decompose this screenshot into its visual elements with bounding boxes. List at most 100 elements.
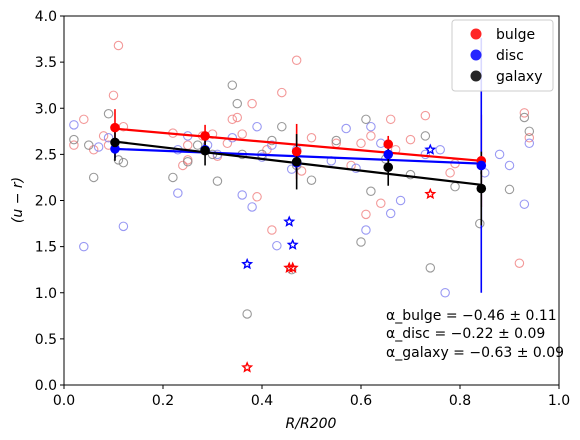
scatter-point-bulge xyxy=(306,133,317,143)
y-tick-label: 0.5 xyxy=(35,332,57,348)
outlier-star-disc xyxy=(424,143,437,155)
scatter-point-bulge xyxy=(366,131,376,141)
y-tick-label: 2.5 xyxy=(35,147,57,163)
scatter-point-disc xyxy=(247,202,257,212)
y-axis-label: (u − r) xyxy=(10,177,26,223)
scatter-point-bulge xyxy=(262,145,272,155)
scatter-point-bulge xyxy=(69,140,79,150)
annotation: α_bulge = −0.46 ± 0.11 α_disc = −0.22 ± … xyxy=(386,308,564,361)
outlier-star-bulge xyxy=(283,261,296,273)
y-tick-label: 4.0 xyxy=(35,9,57,25)
scatter-point-disc xyxy=(341,123,351,134)
scatter-point-galaxy xyxy=(103,109,114,119)
scatter-point-galaxy xyxy=(519,112,530,123)
scatter-point-bulge xyxy=(183,155,193,165)
scatter-point-disc xyxy=(504,160,515,171)
y-tick-label: 3.0 xyxy=(35,101,57,117)
scatter-point-galaxy xyxy=(267,135,277,146)
scatter-point-disc xyxy=(79,241,89,252)
scatter-point-disc xyxy=(494,149,505,160)
scatter-point-disc xyxy=(395,195,406,206)
scatter-point-galaxy xyxy=(227,80,238,90)
scatter-point-bulge xyxy=(113,40,124,51)
x-tick-label: 0.4 xyxy=(251,393,273,409)
scatter-point-bulge xyxy=(420,110,431,121)
scatter-point-disc xyxy=(252,121,262,132)
scatter-point-bulge xyxy=(445,168,455,178)
scatter-point-galaxy xyxy=(366,186,376,197)
y-tick-label: 0.0 xyxy=(35,378,57,394)
legend-label-galaxy: galaxy xyxy=(496,69,543,85)
scatter-point-galaxy xyxy=(405,169,416,180)
scatter-point-galaxy xyxy=(524,126,535,137)
scatter-point-bulge xyxy=(277,87,287,98)
scatter-point-galaxy xyxy=(475,218,485,229)
scatter-point-bulge xyxy=(356,138,366,149)
scatter-point-disc xyxy=(351,163,361,173)
binned-point-bulge xyxy=(383,139,394,150)
outlier-star-disc xyxy=(241,257,254,270)
x-tick-label: 0.6 xyxy=(350,393,372,409)
scatter-point-disc xyxy=(361,225,371,235)
scatter-point-galaxy xyxy=(88,172,99,183)
scatter-point-galaxy xyxy=(331,135,341,146)
outlier-star-disc xyxy=(283,215,296,227)
scatter-point-bulge xyxy=(237,129,247,139)
scatter-point-disc xyxy=(440,287,450,298)
binned-point-galaxy xyxy=(110,137,120,148)
scatter-point-disc xyxy=(257,152,267,162)
y-tick-label: 2.0 xyxy=(35,194,57,210)
scatter-point-galaxy xyxy=(361,114,371,125)
scatter-point-bulge xyxy=(227,114,238,125)
outlier-stars-layer xyxy=(241,143,437,373)
legend-marker-disc xyxy=(470,49,482,61)
binned-point-galaxy xyxy=(291,156,302,167)
y-tick-label: 1.5 xyxy=(35,240,57,256)
scatter-point-bulge xyxy=(385,114,396,125)
scatter-point-bulge xyxy=(291,55,302,66)
scatter-point-galaxy xyxy=(69,134,79,145)
y-tick-label: 1.0 xyxy=(35,286,57,302)
scatter-point-galaxy xyxy=(168,172,178,183)
x-tick-label: 0.8 xyxy=(449,393,471,409)
scatter-point-galaxy xyxy=(192,140,203,150)
legend-items: bulge disc galaxy xyxy=(470,27,543,85)
binned-points-layer xyxy=(110,122,487,194)
scatter-point-galaxy xyxy=(504,184,515,195)
legend: bulge disc galaxy xyxy=(451,19,554,92)
scatter-point-disc xyxy=(519,199,530,209)
scatter-point-disc xyxy=(93,142,104,152)
scatter-point-galaxy xyxy=(84,140,94,150)
scatter-point-bulge xyxy=(183,140,193,150)
scatter-point-galaxy xyxy=(450,181,460,192)
scatter-point-disc xyxy=(173,188,183,198)
scatter-point-disc xyxy=(524,138,535,149)
scatter-point-disc xyxy=(118,221,129,232)
x-axis-ticks: 0.0 0.2 0.4 0.6 0.8 1.0 xyxy=(53,385,570,409)
x-axis-label: R/R200 xyxy=(286,416,337,432)
scatter-point-disc xyxy=(103,133,114,143)
scatter-point-bulge xyxy=(252,192,262,202)
binned-point-galaxy xyxy=(200,145,210,156)
scatter-point-bulge xyxy=(524,133,535,143)
annotation-bulge: α_bulge = −0.46 ± 0.11 xyxy=(386,308,557,324)
scatter-point-disc xyxy=(237,190,247,200)
scatter-point-bulge xyxy=(405,134,416,145)
scatter-point-disc xyxy=(385,208,396,219)
scatter-point-bulge xyxy=(88,145,99,155)
outlier-star-bulge xyxy=(424,187,437,200)
binned-point-galaxy xyxy=(476,183,487,194)
scatter-point-galaxy xyxy=(306,175,317,185)
scatter-point-galaxy xyxy=(118,157,129,168)
legend-marker-galaxy xyxy=(470,70,482,82)
scatter-point-galaxy xyxy=(425,263,436,273)
legend-marker-bulge xyxy=(470,28,482,40)
scatter-point-disc xyxy=(366,121,376,132)
x-tick-label: 1.0 xyxy=(548,393,570,409)
scatter-point-bulge xyxy=(296,166,307,176)
scatter-point-bulge xyxy=(361,209,371,220)
scatter-point-bulge xyxy=(222,138,233,149)
scatter-point-disc xyxy=(267,140,277,150)
scatter-point-bulge xyxy=(108,90,119,101)
binned-point-bulge xyxy=(110,122,120,133)
